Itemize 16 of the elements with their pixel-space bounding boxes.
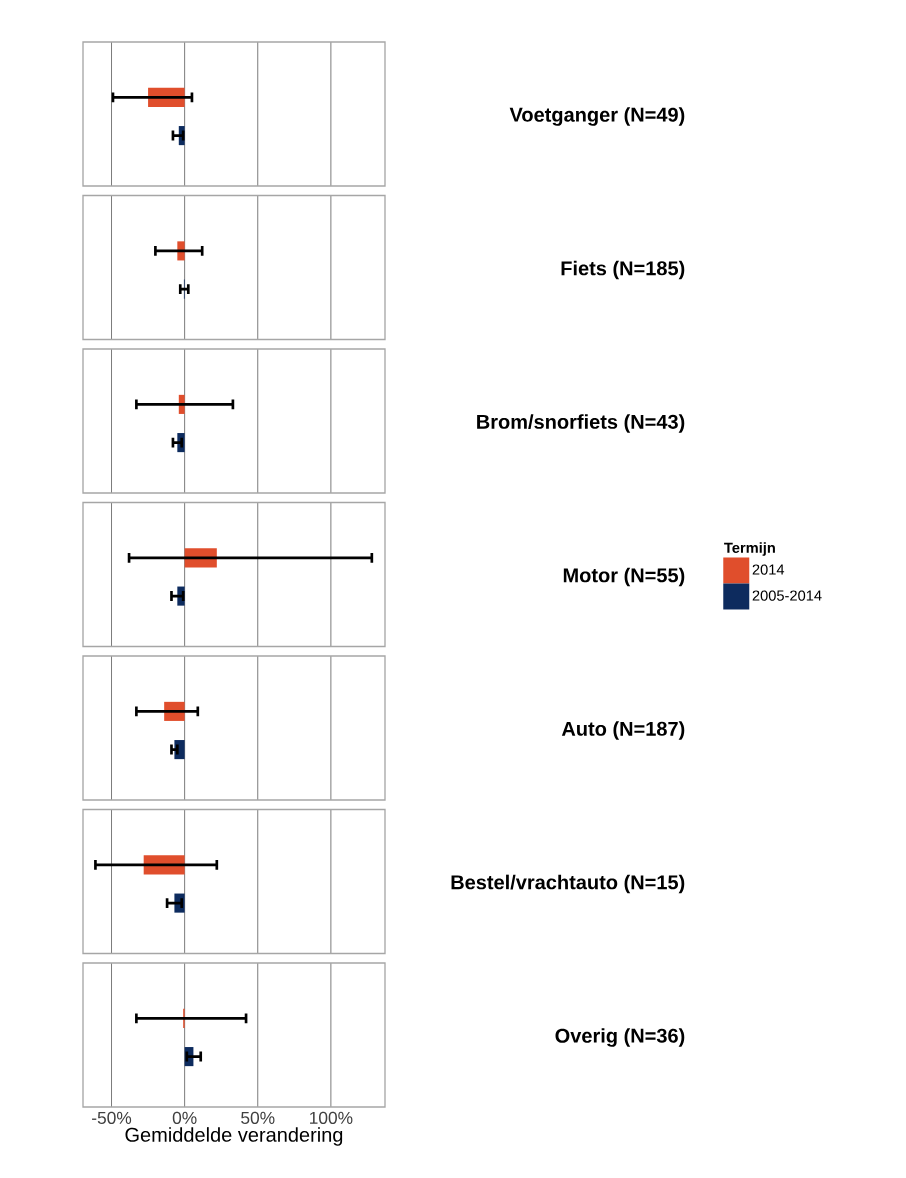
bar [177, 241, 185, 261]
x-tick-label: 100% [310, 1111, 353, 1124]
x-tick-label: -50% [92, 1111, 132, 1124]
x-axis-title: Gemiddelde verandering [125, 1127, 343, 1146]
legend-label: 2005-2014 [752, 590, 822, 601]
y-tick-label: Bestel/vrachtauto (N=15) [451, 874, 685, 894]
y-tick-label: Fiets (N=185) [561, 260, 685, 280]
y-tick-label: Motor (N=55) [563, 567, 685, 587]
y-tick-label: Voetganger (N=49) [509, 107, 685, 126]
legend-label: 2014 [752, 564, 785, 575]
x-tick-label: 50% [241, 1111, 275, 1124]
legend-title: Termijn [724, 542, 775, 556]
y-tick-label: Overig (N=36) [555, 1028, 685, 1047]
y-tick-label: Auto (N=187) [561, 721, 685, 740]
x-tick-label: 0% [172, 1111, 197, 1124]
y-tick-label: Brom/snorfiets (N=43) [477, 414, 685, 433]
